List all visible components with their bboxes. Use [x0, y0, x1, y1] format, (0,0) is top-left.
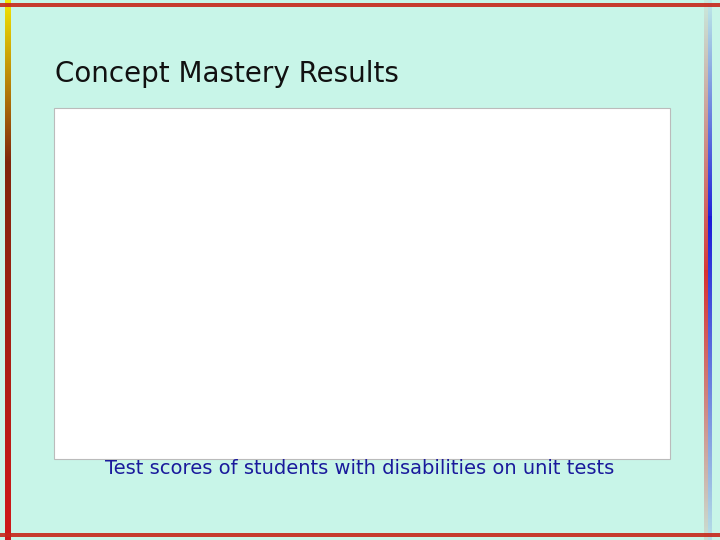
Bar [54, 108, 670, 459]
Text: Concept Mastery Results: Concept Mastery Results [55, 60, 399, 88]
Text: Test scores of students with disabilities on unit tests: Test scores of students with disabilitie… [105, 459, 615, 478]
